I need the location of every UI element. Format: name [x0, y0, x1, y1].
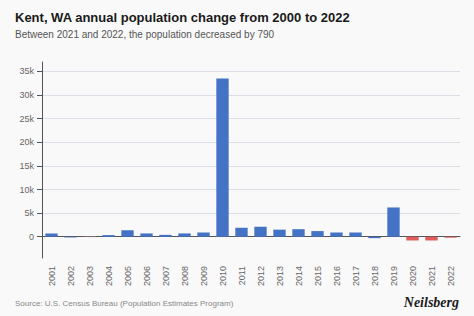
svg-text:15k: 15k: [19, 161, 34, 171]
svg-text:2008: 2008: [180, 266, 190, 286]
svg-text:Kent, WA annual population cha: Kent, WA annual population change from 2…: [15, 10, 350, 25]
svg-text:2017: 2017: [351, 266, 361, 286]
svg-text:2005: 2005: [123, 266, 133, 286]
svg-text:2020: 2020: [408, 266, 418, 286]
svg-text:30k: 30k: [19, 90, 34, 100]
svg-text:Neilsberg: Neilsberg: [403, 295, 459, 310]
svg-text:2016: 2016: [332, 266, 342, 286]
svg-text:2007: 2007: [161, 266, 171, 286]
svg-text:2019: 2019: [389, 266, 399, 286]
svg-text:5k: 5k: [24, 208, 34, 218]
svg-text:2022: 2022: [446, 266, 456, 286]
svg-text:2011: 2011: [237, 266, 247, 285]
svg-text:2015: 2015: [313, 266, 323, 286]
svg-text:10k: 10k: [19, 185, 34, 195]
svg-text:2006: 2006: [142, 266, 152, 286]
svg-text:2013: 2013: [275, 266, 285, 286]
svg-text:2021: 2021: [427, 266, 437, 286]
svg-text:2010: 2010: [218, 266, 228, 286]
svg-text:Source: U.S. Census Bureau (Po: Source: U.S. Census Bureau (Population E…: [15, 299, 234, 308]
svg-text:35k: 35k: [19, 66, 34, 76]
svg-text:2009: 2009: [199, 266, 209, 286]
svg-text:0: 0: [29, 232, 34, 242]
svg-text:2004: 2004: [104, 266, 114, 286]
svg-text:2002: 2002: [66, 266, 76, 286]
svg-text:2018: 2018: [370, 266, 380, 286]
svg-text:20k: 20k: [19, 137, 34, 147]
svg-text:Between 2021 and 2022, the pop: Between 2021 and 2022, the population de…: [15, 29, 275, 40]
svg-text:2003: 2003: [85, 266, 95, 286]
svg-text:2012: 2012: [256, 266, 266, 286]
svg-text:25k: 25k: [19, 114, 34, 124]
svg-text:2014: 2014: [294, 266, 304, 286]
svg-text:2001: 2001: [47, 266, 57, 286]
